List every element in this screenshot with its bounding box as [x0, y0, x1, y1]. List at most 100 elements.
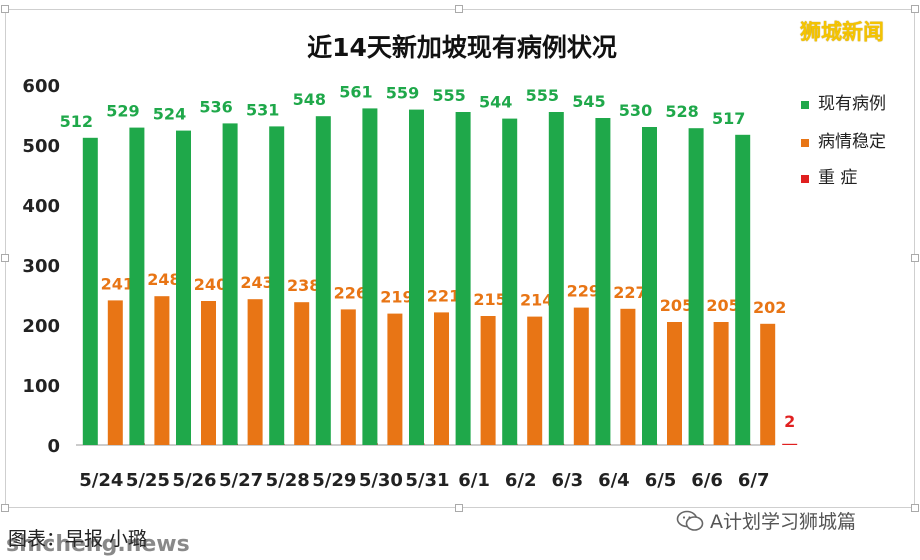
- data-label: 226: [334, 283, 367, 302]
- x-tick-label: 6/4: [598, 470, 630, 491]
- resize-handle[interactable]: [1, 5, 9, 13]
- data-label: 205: [660, 296, 693, 315]
- bar-active-cases: [362, 108, 378, 446]
- resize-handle[interactable]: [911, 254, 919, 262]
- data-label: 555: [526, 86, 559, 105]
- y-tick-label: 200: [22, 316, 60, 337]
- resize-handle[interactable]: [911, 5, 919, 13]
- resize-handle[interactable]: [1, 254, 9, 262]
- data-label: 517: [712, 109, 745, 128]
- brand-logo-text: 狮城新闻: [800, 20, 884, 44]
- data-label: 219: [380, 288, 413, 307]
- data-label: 536: [199, 97, 232, 116]
- data-label: 548: [293, 90, 326, 109]
- data-label: 238: [287, 276, 320, 295]
- bar-active-cases: [688, 128, 704, 445]
- legend-label: 重 症: [818, 168, 857, 188]
- data-label: 524: [153, 105, 186, 124]
- data-label: 561: [339, 82, 372, 101]
- x-tick-label: 6/6: [691, 470, 723, 491]
- y-tick-label: 400: [22, 196, 60, 217]
- x-tick-label: 6/3: [551, 470, 583, 491]
- resize-handle[interactable]: [455, 5, 463, 13]
- x-tick-label: 6/1: [458, 470, 490, 491]
- bar-stable: [620, 308, 636, 445]
- data-label: 512: [60, 112, 93, 131]
- bar-active-cases: [502, 118, 518, 445]
- bar-active-cases: [129, 127, 145, 445]
- x-tick-label: 5/30: [359, 470, 403, 491]
- bar-stable: [434, 312, 449, 445]
- data-label: 531: [246, 100, 279, 119]
- legend-swatch: [801, 101, 809, 109]
- data-label: 528: [665, 102, 698, 121]
- site-watermark: shicheng.news: [6, 532, 190, 557]
- bar-stable: [667, 322, 682, 445]
- y-tick-label: 500: [22, 136, 60, 157]
- x-tick-label: 6/2: [505, 470, 537, 491]
- bar-stable: [760, 323, 776, 445]
- bar-active-cases: [455, 112, 471, 445]
- data-label: 248: [147, 270, 180, 289]
- data-label: 202: [753, 298, 786, 317]
- bar-active-cases: [269, 126, 285, 446]
- wechat-icon: [676, 510, 704, 531]
- bar-active-cases: [82, 137, 98, 446]
- bar-active-cases: [409, 109, 424, 445]
- data-label: 243: [240, 273, 273, 292]
- x-tick-label: 5/25: [126, 470, 170, 491]
- data-label: 2: [784, 412, 795, 431]
- bar-active-cases: [222, 123, 238, 446]
- wechat-watermark: A计划学习狮城篇: [676, 507, 856, 534]
- data-label: 240: [194, 275, 227, 294]
- bar-critical: [782, 443, 798, 445]
- x-tick-label: 5/27: [219, 470, 263, 491]
- bar-active-cases: [735, 134, 751, 446]
- data-label: 241: [101, 274, 134, 293]
- bar-stable: [340, 309, 356, 445]
- chart-frame: [1, 5, 919, 512]
- data-label: 555: [432, 86, 465, 105]
- x-tick-label: 5/28: [266, 470, 310, 491]
- data-label: 214: [520, 291, 553, 310]
- data-label: 559: [386, 84, 419, 103]
- bar-active-cases: [642, 127, 657, 445]
- bar-active-cases: [176, 130, 191, 445]
- data-label: 544: [479, 93, 512, 112]
- legend-label: 现有病例: [818, 94, 886, 114]
- bar-active-cases: [595, 118, 611, 445]
- resize-handle[interactable]: [1, 504, 9, 512]
- data-label: 205: [706, 296, 739, 315]
- data-label: 529: [106, 102, 139, 121]
- x-tick-label: 5/24: [79, 470, 123, 491]
- resize-handle[interactable]: [455, 504, 463, 512]
- figure-caption: 图表：早报 小璐: [8, 528, 148, 550]
- legend-swatch: [801, 175, 809, 183]
- data-label: 227: [613, 283, 646, 302]
- data-label: 229: [567, 282, 600, 301]
- x-tick-label: 5/29: [312, 470, 356, 491]
- y-tick-label: 600: [22, 76, 60, 97]
- legend-label: 病情稳定: [818, 132, 886, 152]
- bar-stable: [573, 307, 589, 445]
- legend-swatch: [801, 139, 809, 147]
- resize-handle[interactable]: [911, 504, 919, 512]
- bar-active-cases: [548, 112, 564, 445]
- bar-stable: [713, 322, 729, 445]
- data-label: 530: [619, 101, 652, 120]
- bar-stable: [387, 313, 403, 445]
- data-label: 221: [427, 286, 460, 305]
- bar-active-cases: [315, 116, 331, 445]
- bar-stable: [480, 316, 496, 445]
- x-tick-label: 6/7: [738, 470, 770, 491]
- bar-stable: [154, 296, 170, 445]
- y-tick-label: 0: [47, 436, 60, 457]
- x-tick-label: 6/5: [645, 470, 677, 491]
- bar-stable: [527, 316, 543, 445]
- data-label: 545: [572, 92, 605, 111]
- x-tick-label: 5/31: [405, 470, 449, 491]
- wechat-account-name: A计划学习狮城篇: [710, 511, 856, 533]
- x-tick-label: 5/26: [172, 470, 216, 491]
- y-tick-label: 300: [22, 256, 60, 277]
